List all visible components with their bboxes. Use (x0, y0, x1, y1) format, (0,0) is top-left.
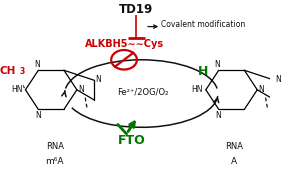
Text: FTO: FTO (117, 134, 145, 147)
Text: N: N (215, 60, 220, 69)
Text: m⁶A: m⁶A (46, 157, 64, 166)
Text: ALKBH5∼∼Cys: ALKBH5∼∼Cys (85, 39, 164, 49)
Text: TD19: TD19 (119, 3, 153, 16)
Text: N: N (34, 60, 40, 69)
Text: N: N (258, 85, 264, 94)
Text: N: N (95, 75, 101, 84)
Text: HN: HN (191, 85, 203, 94)
Text: HN: HN (11, 85, 22, 94)
Text: CH: CH (0, 66, 16, 76)
Text: H: H (198, 65, 208, 78)
Text: Fe²⁺/2OG/O₂: Fe²⁺/2OG/O₂ (117, 87, 168, 96)
Text: 3: 3 (19, 67, 24, 77)
Text: N: N (35, 111, 41, 120)
Text: RNA: RNA (225, 142, 243, 151)
Text: N: N (275, 75, 281, 84)
Text: N: N (78, 85, 83, 94)
Text: Covalent modification: Covalent modification (161, 20, 245, 29)
Text: A: A (231, 157, 237, 166)
Text: RNA: RNA (46, 142, 64, 151)
Text: N: N (215, 111, 221, 120)
